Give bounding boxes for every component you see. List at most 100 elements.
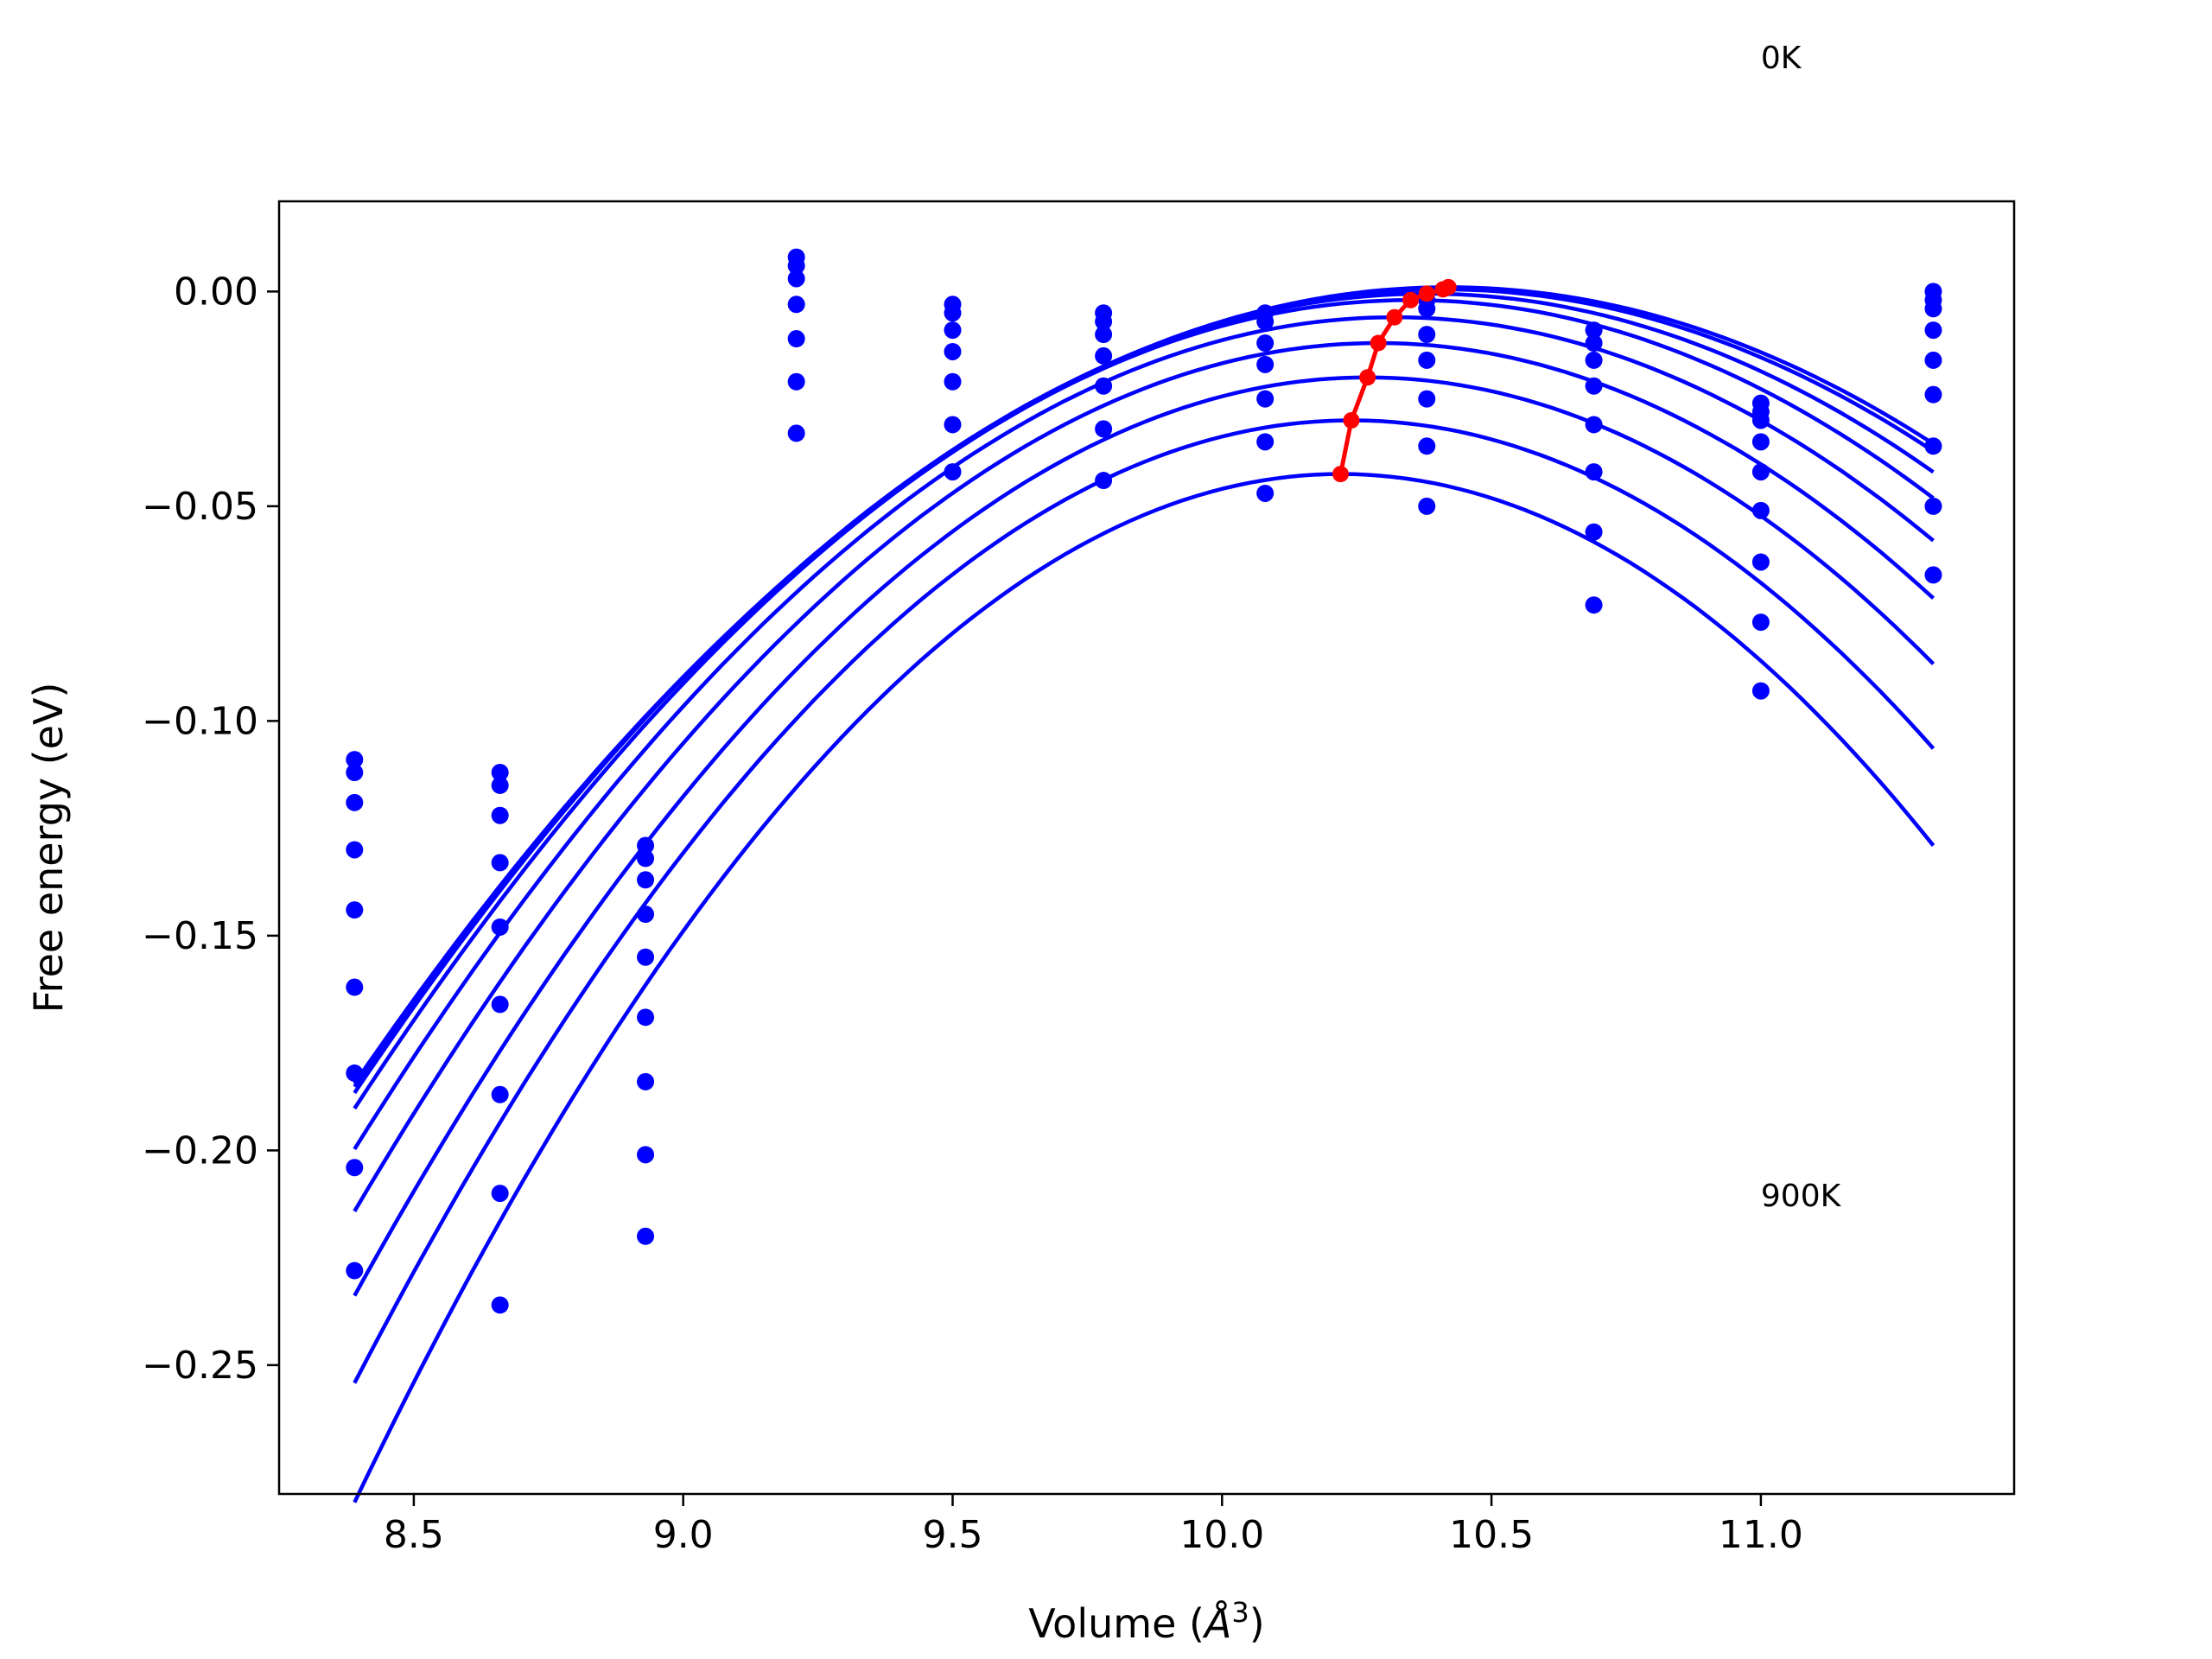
minimum-path xyxy=(1332,278,1457,483)
x-tick-label: 10.0 xyxy=(1179,1513,1264,1557)
data-point xyxy=(637,1072,655,1090)
fit-curve xyxy=(353,298,1935,1110)
data-point xyxy=(1095,377,1113,395)
data-point xyxy=(346,751,364,769)
minimum-point xyxy=(1343,411,1360,429)
fit-curve xyxy=(353,291,1935,1095)
data-point xyxy=(1095,313,1113,331)
fit-curve xyxy=(353,375,1936,1297)
x-axis-label: Volume (Å3) xyxy=(1028,1596,1264,1647)
y-tick-label: −0.05 xyxy=(142,485,258,529)
annotation-label: 0K xyxy=(1761,41,1802,76)
x-tick-label: 11.0 xyxy=(1719,1513,1803,1557)
y-tick-label: −0.25 xyxy=(142,1344,258,1388)
data-point xyxy=(1418,497,1436,515)
x-axis-label-exponent: 3 xyxy=(1231,1596,1249,1629)
x-axis-ticks: 8.5 9.0 9.5 10.0 10.5 11.0 xyxy=(384,1494,1803,1557)
data-point xyxy=(1418,300,1436,318)
data-point xyxy=(491,764,509,782)
data-points xyxy=(346,248,1942,1314)
y-tick-label: −0.15 xyxy=(142,914,258,958)
data-point xyxy=(1924,437,1942,455)
data-point xyxy=(637,1146,655,1164)
data-point xyxy=(1585,523,1603,541)
data-point xyxy=(944,463,962,481)
data-point xyxy=(1751,553,1770,571)
data-point xyxy=(1095,472,1113,490)
data-point xyxy=(1751,463,1770,481)
minimum-point xyxy=(1332,466,1349,483)
data-point xyxy=(787,270,805,288)
data-point xyxy=(787,372,805,391)
minimum-point xyxy=(1359,369,1376,386)
data-point xyxy=(1095,346,1113,365)
x-axis-label-text: Volume ( xyxy=(1028,1600,1205,1647)
data-point xyxy=(637,948,655,966)
data-point xyxy=(1924,566,1942,584)
minimum-point xyxy=(1434,281,1452,298)
x-axis-label-unit: Å xyxy=(1202,1600,1231,1647)
data-point xyxy=(1256,390,1274,408)
data-point xyxy=(787,424,805,442)
data-point xyxy=(346,841,364,859)
data-point xyxy=(1924,385,1942,404)
data-point xyxy=(944,304,962,322)
data-point xyxy=(787,296,805,314)
data-point xyxy=(1924,321,1942,340)
data-point xyxy=(637,871,655,889)
data-point xyxy=(637,836,655,855)
y-tick-label: −0.20 xyxy=(142,1128,258,1173)
data-point xyxy=(637,1227,655,1245)
data-point xyxy=(944,342,962,360)
annotation-label: 900K xyxy=(1761,1179,1842,1214)
data-point xyxy=(1095,420,1113,438)
x-tick-label: 10.5 xyxy=(1449,1513,1534,1557)
data-point xyxy=(491,995,509,1014)
data-point xyxy=(1751,501,1770,519)
annotations: 0K 900K xyxy=(1761,41,1842,1214)
x-tick-label: 9.0 xyxy=(653,1513,714,1557)
x-tick-label: 8.5 xyxy=(384,1513,444,1557)
data-point xyxy=(1256,484,1274,502)
x-axis-label-close: ) xyxy=(1249,1600,1265,1647)
data-point xyxy=(491,918,509,936)
data-point xyxy=(1585,596,1603,614)
fit-curve xyxy=(353,340,1936,1212)
data-point xyxy=(346,793,364,811)
y-axis-ticks: 0.00 −0.05 −0.10 −0.15 −0.20 −0.25 xyxy=(142,270,279,1388)
data-point xyxy=(1585,416,1603,434)
data-point xyxy=(346,1064,364,1082)
data-point xyxy=(1418,437,1436,455)
data-point xyxy=(491,1085,509,1103)
data-point xyxy=(1924,351,1942,369)
data-point xyxy=(1256,355,1274,373)
fit-curve xyxy=(353,472,1936,1503)
minimum-point xyxy=(1402,291,1420,308)
plot-frame xyxy=(277,200,2016,1496)
data-point xyxy=(491,1296,509,1314)
data-point xyxy=(944,372,962,391)
data-point xyxy=(491,776,509,794)
data-point xyxy=(491,1185,509,1203)
data-point xyxy=(1585,377,1603,395)
data-point xyxy=(1751,433,1770,451)
data-point xyxy=(637,1008,655,1027)
data-point xyxy=(1095,326,1113,344)
data-point xyxy=(346,764,364,782)
data-point xyxy=(1751,613,1770,632)
minimum-point xyxy=(1418,285,1435,302)
data-point xyxy=(1256,433,1274,451)
data-point xyxy=(1418,326,1436,344)
data-point xyxy=(1924,497,1942,515)
fit-curve xyxy=(353,418,1936,1384)
data-point xyxy=(346,978,364,996)
data-point xyxy=(1585,463,1603,481)
data-point xyxy=(1256,334,1274,353)
data-point xyxy=(1751,682,1770,700)
data-point xyxy=(1924,300,1942,318)
data-point xyxy=(1418,351,1436,369)
fit-curves xyxy=(353,285,1936,1503)
minimum-point xyxy=(1370,334,1387,352)
data-point xyxy=(346,1159,364,1177)
